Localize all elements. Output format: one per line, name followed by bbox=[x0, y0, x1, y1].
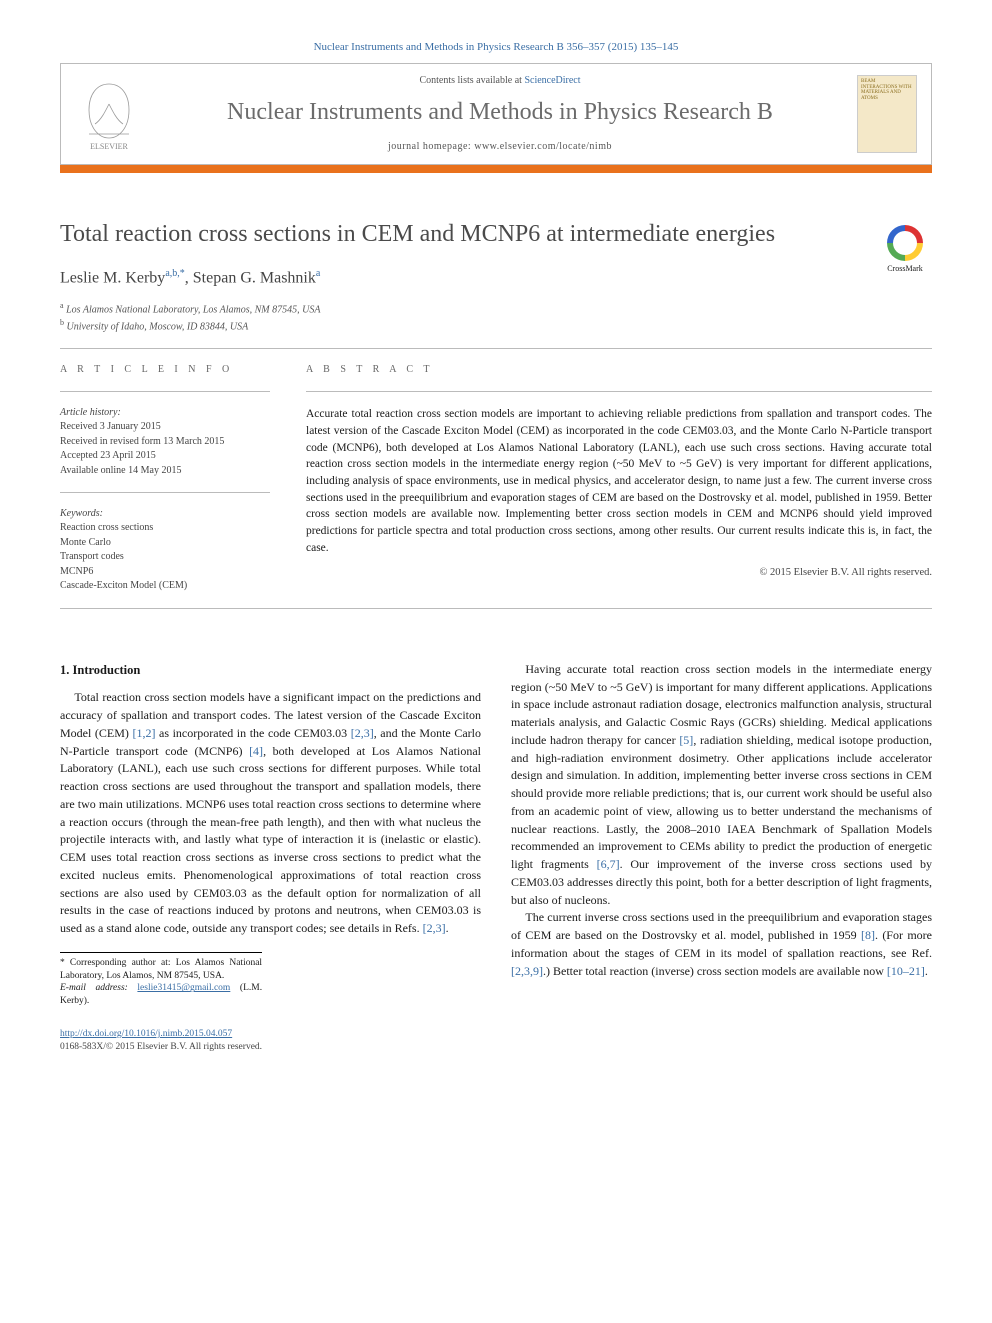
header-center: Contents lists available at ScienceDirec… bbox=[157, 74, 843, 154]
author-email-link[interactable]: leslie31415@gmail.com bbox=[137, 983, 230, 993]
body-two-columns: 1. Introduction Total reaction cross sec… bbox=[60, 661, 932, 1008]
abstract-heading: A B S T R A C T bbox=[306, 363, 932, 377]
keyword: Monte Carlo bbox=[60, 536, 270, 551]
page-footer: http://dx.doi.org/10.1016/j.nimb.2015.04… bbox=[60, 1028, 932, 1055]
keywords-label: Keywords: bbox=[60, 507, 270, 521]
author-2-affil-markers: a bbox=[316, 268, 320, 279]
history-item: Received in revised form 13 March 2015 bbox=[60, 435, 270, 450]
journal-homepage-line: journal homepage: www.elsevier.com/locat… bbox=[157, 140, 843, 154]
author-1-affil-markers: a,b,* bbox=[165, 268, 184, 279]
article-info-heading: A R T I C L E I N F O bbox=[60, 363, 270, 377]
citation-link[interactable]: [4] bbox=[249, 744, 263, 758]
keyword: Cascade-Exciton Model (CEM) bbox=[60, 579, 270, 594]
divider bbox=[60, 492, 270, 493]
citation-link[interactable]: [10–21] bbox=[887, 964, 925, 978]
contents-prefix: Contents lists available at bbox=[419, 75, 524, 86]
crossmark-badge[interactable]: CrossMark bbox=[878, 225, 932, 274]
orange-divider-bar bbox=[60, 165, 932, 173]
journal-cover-thumbnail: BEAM INTERACTIONS WITH MATERIALS AND ATO… bbox=[857, 75, 917, 153]
divider bbox=[60, 391, 270, 392]
divider bbox=[60, 608, 932, 609]
author-2-name: Stepan G. Mashnik bbox=[193, 269, 316, 286]
journal-name: Nuclear Instruments and Methods in Physi… bbox=[157, 96, 843, 130]
elsevier-logo: ELSEVIER bbox=[75, 76, 143, 152]
divider bbox=[306, 391, 932, 392]
citation-link[interactable]: [2,3] bbox=[351, 726, 374, 740]
citation-link[interactable]: [8] bbox=[861, 928, 875, 942]
contents-lists-line: Contents lists available at ScienceDirec… bbox=[157, 74, 843, 88]
abstract-column: A B S T R A C T Accurate total reaction … bbox=[306, 363, 932, 594]
text-run: , both developed at Los Alamos National … bbox=[60, 744, 481, 936]
citation-link[interactable]: [2,3,9] bbox=[511, 964, 543, 978]
text-run: , radiation shielding, medical isotope p… bbox=[511, 733, 932, 871]
divider bbox=[60, 348, 932, 349]
homepage-url: www.elsevier.com/locate/nimb bbox=[474, 141, 612, 152]
article-title: Total reaction cross sections in CEM and… bbox=[60, 219, 820, 249]
history-item: Available online 14 May 2015 bbox=[60, 464, 270, 479]
abstract-text: Accurate total reaction cross section mo… bbox=[306, 406, 932, 556]
text-run: . bbox=[446, 921, 449, 935]
journal-citation: Nuclear Instruments and Methods in Physi… bbox=[60, 40, 932, 55]
text-run: .) Better total reaction (inverse) cross… bbox=[543, 964, 887, 978]
citation-link[interactable]: [2,3] bbox=[423, 921, 446, 935]
body-paragraph: Total reaction cross section models have… bbox=[60, 689, 481, 938]
abstract-copyright: © 2015 Elsevier B.V. All rights reserved… bbox=[306, 566, 932, 581]
text-run: . bbox=[925, 964, 928, 978]
keyword: Transport codes bbox=[60, 550, 270, 565]
svg-text:ELSEVIER: ELSEVIER bbox=[90, 142, 128, 151]
journal-header-box: ELSEVIER Contents lists available at Sci… bbox=[60, 63, 932, 165]
author-list: Leslie M. Kerbya,b,*, Stepan G. Mashnika bbox=[60, 267, 932, 290]
body-paragraph: Having accurate total reaction cross sec… bbox=[511, 661, 932, 910]
crossmark-icon bbox=[887, 225, 923, 261]
history-label: Article history: bbox=[60, 406, 270, 420]
issn-copyright-line: 0168-583X/© 2015 Elsevier B.V. All right… bbox=[60, 1041, 932, 1054]
affiliation-a: Los Alamos National Laboratory, Los Alam… bbox=[66, 304, 320, 315]
keyword: MCNP6 bbox=[60, 565, 270, 580]
homepage-prefix: journal homepage: bbox=[388, 141, 474, 152]
affiliation-b: University of Idaho, Moscow, ID 83844, U… bbox=[67, 321, 249, 332]
crossmark-label: CrossMark bbox=[887, 264, 923, 273]
section-number: 1. bbox=[60, 663, 69, 677]
history-item: Received 3 January 2015 bbox=[60, 420, 270, 435]
doi-link[interactable]: http://dx.doi.org/10.1016/j.nimb.2015.04… bbox=[60, 1029, 232, 1039]
citation-link[interactable]: [5] bbox=[679, 733, 693, 747]
text-run: as incorporated in the code CEM03.03 bbox=[155, 726, 350, 740]
body-paragraph: The current inverse cross sections used … bbox=[511, 909, 932, 980]
section-heading: 1. Introduction bbox=[60, 661, 481, 680]
citation-link[interactable]: [6,7] bbox=[597, 857, 620, 871]
history-item: Accepted 23 April 2015 bbox=[60, 449, 270, 464]
author-1-name: Leslie M. Kerby bbox=[60, 269, 165, 286]
affiliations: a Los Alamos National Laboratory, Los Al… bbox=[60, 300, 932, 335]
citation-link[interactable]: [1,2] bbox=[132, 726, 155, 740]
email-label: E-mail address: bbox=[60, 983, 137, 993]
section-title: Introduction bbox=[73, 663, 141, 677]
corresponding-author-note: * Corresponding author at: Los Alamos Na… bbox=[60, 957, 262, 983]
sciencedirect-link[interactable]: ScienceDirect bbox=[524, 75, 580, 86]
article-info-column: A R T I C L E I N F O Article history: R… bbox=[60, 363, 270, 594]
footnotes-block: * Corresponding author at: Los Alamos Na… bbox=[60, 952, 262, 1008]
keyword: Reaction cross sections bbox=[60, 521, 270, 536]
